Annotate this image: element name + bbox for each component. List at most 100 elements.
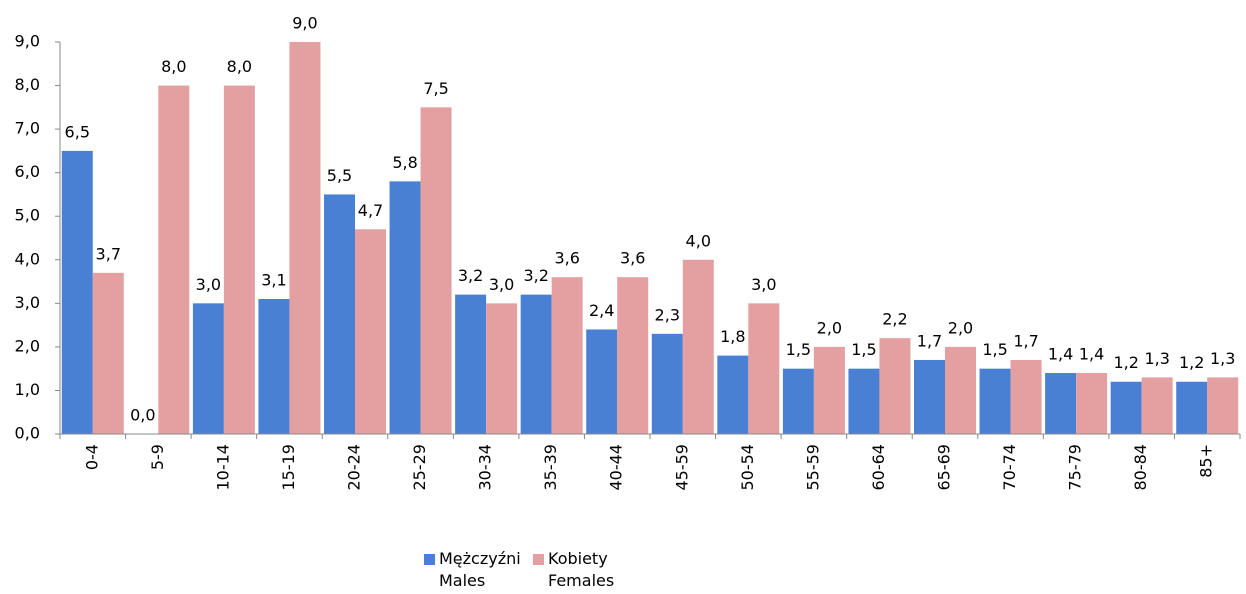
x-tick-label: 15-19 bbox=[279, 444, 298, 491]
x-tick-label: 30-34 bbox=[476, 444, 495, 491]
value-label: 5,8 bbox=[392, 153, 417, 172]
bar bbox=[1176, 381, 1208, 434]
value-label: 3,7 bbox=[96, 244, 121, 263]
value-label: 8,0 bbox=[227, 57, 252, 76]
value-label: 3,6 bbox=[620, 249, 645, 268]
x-tick-label: 60-64 bbox=[869, 444, 888, 491]
bar bbox=[455, 294, 487, 434]
bar bbox=[617, 277, 649, 434]
x-tick-label: 5-9 bbox=[148, 444, 167, 470]
value-label: 2,0 bbox=[948, 318, 973, 337]
bar bbox=[289, 42, 321, 434]
value-label: 1,7 bbox=[917, 331, 942, 350]
x-tick-label: 25-29 bbox=[410, 444, 429, 491]
bar bbox=[61, 150, 93, 434]
x-tick-label: 35-39 bbox=[541, 444, 560, 491]
bar bbox=[192, 303, 224, 434]
legend-item: Mężczyźni Males bbox=[424, 548, 521, 592]
bar bbox=[979, 368, 1011, 434]
y-tick-label: 8,0 bbox=[15, 75, 40, 94]
x-tick-label: 20-24 bbox=[345, 444, 364, 491]
y-tick-label: 3,0 bbox=[15, 293, 40, 312]
bar bbox=[1010, 359, 1042, 434]
bar bbox=[782, 368, 814, 434]
bar bbox=[879, 338, 911, 434]
x-tick-label: 10-14 bbox=[213, 444, 232, 491]
bar bbox=[551, 277, 583, 434]
bar bbox=[223, 85, 255, 435]
legend-swatch bbox=[424, 554, 435, 565]
bar bbox=[813, 346, 845, 434]
value-label: 5,5 bbox=[327, 166, 352, 185]
x-tick-label: 55-59 bbox=[803, 444, 822, 491]
y-tick-label: 5,0 bbox=[15, 206, 40, 225]
bar bbox=[486, 303, 518, 434]
x-tick-label: 75-79 bbox=[1066, 444, 1085, 491]
bar bbox=[1076, 373, 1108, 434]
bar bbox=[258, 298, 290, 434]
y-tick-label: 0,0 bbox=[15, 424, 40, 443]
y-tick-label: 9,0 bbox=[15, 32, 40, 51]
value-label: 7,5 bbox=[423, 79, 448, 98]
value-label: 1,3 bbox=[1144, 349, 1169, 368]
bar bbox=[682, 259, 714, 434]
value-label: 0,0 bbox=[130, 406, 155, 425]
bar bbox=[748, 303, 780, 434]
legend-swatch bbox=[533, 554, 544, 565]
bar bbox=[717, 355, 749, 434]
value-label: 1,4 bbox=[1079, 345, 1104, 364]
y-tick-label: 6,0 bbox=[15, 162, 40, 181]
bar bbox=[324, 194, 355, 434]
value-label: 2,2 bbox=[882, 310, 907, 329]
value-label: 3,0 bbox=[751, 275, 776, 294]
bar bbox=[914, 359, 945, 434]
bar bbox=[389, 181, 421, 434]
value-label: 3,2 bbox=[523, 266, 548, 285]
legend-item: Kobiety Females bbox=[533, 548, 628, 592]
value-label: 3,6 bbox=[554, 249, 579, 268]
value-label: 3,1 bbox=[261, 270, 286, 289]
value-label: 2,4 bbox=[589, 301, 614, 320]
value-label: 6,5 bbox=[65, 122, 90, 141]
bar bbox=[945, 346, 976, 434]
x-tick-label: 70-74 bbox=[1000, 444, 1019, 491]
value-label: 1,4 bbox=[1048, 345, 1073, 364]
value-label: 4,7 bbox=[358, 201, 383, 220]
value-label: 3,0 bbox=[196, 275, 221, 294]
y-tick-label: 7,0 bbox=[15, 119, 40, 138]
x-tick-label: 0-4 bbox=[82, 444, 101, 470]
x-tick-label: 65-69 bbox=[935, 444, 954, 491]
legend: Mężczyźni Males Kobiety Females bbox=[424, 548, 628, 592]
chart: 0,0 1,0 2,0 3,0 4,0 5,0 6,0 7,0 8,0 9,0 6,5 3,7 0-4 0… bbox=[15, 14, 1241, 491]
value-label: 4,0 bbox=[686, 231, 711, 250]
legend-label: Kobiety Females bbox=[548, 549, 615, 590]
x-tick-label: 45-59 bbox=[672, 444, 691, 491]
bar bbox=[1110, 381, 1142, 434]
y-tick-label: 2,0 bbox=[15, 336, 40, 355]
value-label: 1,2 bbox=[1113, 353, 1138, 372]
bar bbox=[848, 368, 880, 434]
y-tick-label: 4,0 bbox=[15, 249, 40, 268]
value-label: 2,0 bbox=[817, 318, 842, 337]
value-label: 3,2 bbox=[458, 266, 483, 285]
x-tick-label: 50-54 bbox=[738, 444, 757, 491]
value-label: 8,0 bbox=[161, 57, 186, 76]
bar bbox=[651, 333, 683, 434]
bar bbox=[1207, 377, 1239, 434]
bar bbox=[158, 85, 190, 435]
bar bbox=[355, 229, 386, 434]
value-label: 1,8 bbox=[720, 327, 745, 346]
y-tick-label: 1,0 bbox=[15, 380, 40, 399]
bar bbox=[1045, 373, 1077, 434]
value-label: 1,5 bbox=[851, 340, 876, 359]
x-tick-label: 80-84 bbox=[1131, 444, 1150, 491]
value-label: 2,3 bbox=[655, 305, 680, 324]
bar bbox=[520, 294, 552, 434]
x-tick-label: 85+ bbox=[1197, 444, 1216, 478]
bar bbox=[1141, 377, 1173, 434]
value-label: 9,0 bbox=[292, 14, 317, 33]
value-label: 1,2 bbox=[1179, 353, 1204, 372]
x-tick-label: 40-44 bbox=[607, 444, 626, 491]
value-label: 1,5 bbox=[982, 340, 1007, 359]
